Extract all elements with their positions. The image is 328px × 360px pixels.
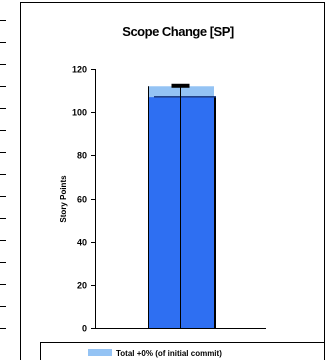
bar-segment-divider [154,96,216,98]
y-tick-label: 120 [72,65,87,75]
chart-title: Scope Change [SP] [122,24,234,39]
y-tick-label: 80 [77,151,87,161]
left-edge-tick-strip [0,20,6,329]
bar-shadow-right [214,97,216,328]
legend-label-increase: Total +0% (of initial commit) [116,349,222,358]
y-axis-label: Story Points [59,175,68,223]
y-tick-label: 0 [82,324,87,334]
y-tick-label: 100 [72,108,87,118]
y-axis-ticks: 0 20 40 60 80 100 120 [72,65,96,334]
y-tick-label: 20 [77,281,87,291]
bar-group [148,83,216,328]
y-tick-label: 40 [77,238,87,248]
legend-swatch-increase [88,349,112,356]
chart-frame [20,2,325,360]
marker-cap [171,83,190,88]
y-tick-label: 60 [77,195,87,205]
legend: Total +0% (of initial commit) [40,342,325,360]
